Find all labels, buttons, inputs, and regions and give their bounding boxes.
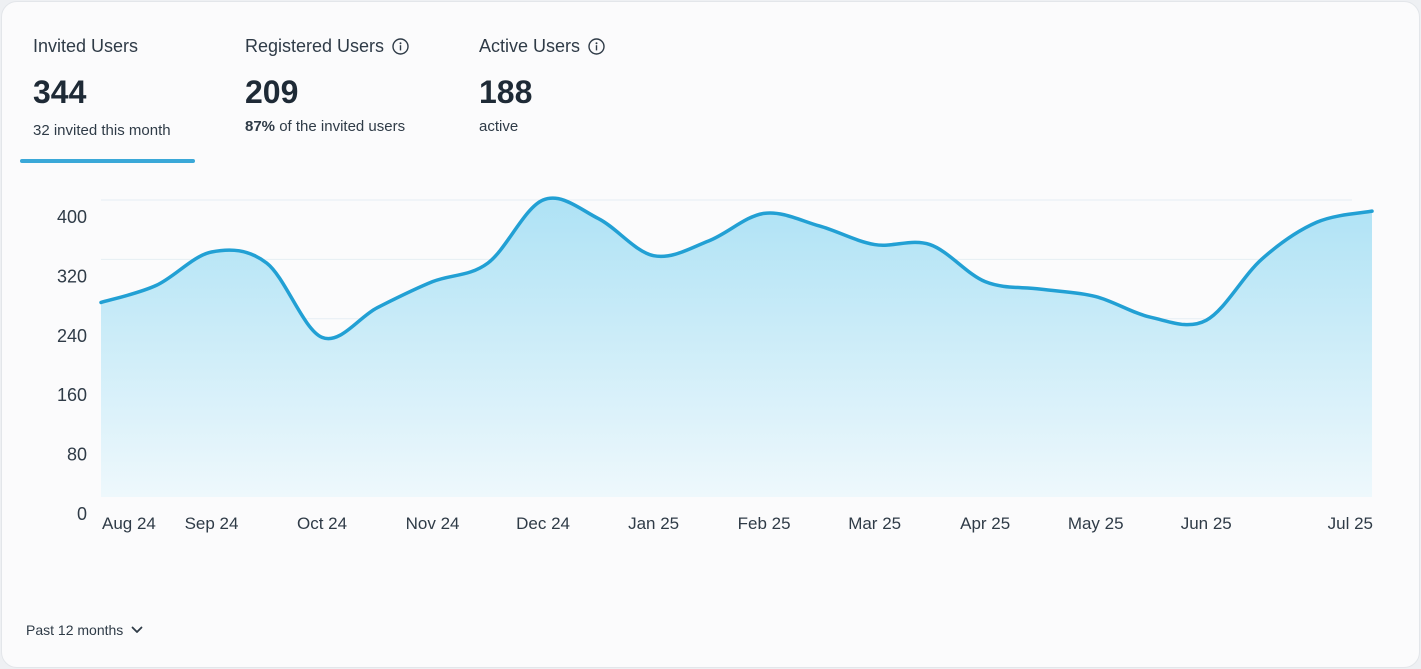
registered-users-sub: 87% of the invited users [245,118,405,135]
y-tick-label: 400 [57,207,87,227]
tab-active-users[interactable]: Active Users 188 active [479,2,659,164]
registered-users-title-row: Registered Users [245,36,409,57]
stat-tabs: Invited Users 344 32 invited this month … [20,2,720,164]
x-tick-label: Aug 24 [102,514,156,533]
x-tick-label: Sep 24 [185,514,239,533]
registered-percent: 87% [245,118,276,135]
invited-users-sub: 32 invited this month [33,122,171,139]
registered-users-value: 209 [245,74,299,110]
active-users-title: Active Users [479,36,581,56]
y-tick-label: 0 [77,504,87,524]
y-tick-label: 320 [57,266,87,286]
y-tick-label: 80 [67,445,87,465]
x-tick-label: Jun 25 [1181,514,1232,533]
tab-invited-users[interactable]: Invited Users 344 32 invited this month [20,2,200,164]
date-range-label: Past 12 months [26,622,124,638]
x-tick-label: Mar 25 [848,514,901,533]
x-tick-label: Feb 25 [738,514,791,533]
x-tick-label: May 25 [1068,514,1124,533]
x-tick-label: Dec 24 [516,514,570,533]
tab-registered-users[interactable]: Registered Users 209 87% of the invited … [245,2,445,164]
info-icon[interactable] [392,38,409,55]
active-users-value: 188 [479,74,533,110]
x-tick-label: Jul 25 [1328,514,1373,533]
invited-users-title: Invited Users [33,36,139,56]
users-area-chart: 0 80 160 240 320 400 Aug 24 Sep 24 Oct 24 Nov 24 D… [57,196,1374,533]
y-tick-label: 240 [57,326,87,346]
active-tab-indicator [20,159,195,163]
info-icon[interactable] [588,38,605,55]
active-users-sub: active [479,118,519,135]
series-line [99,196,1374,341]
date-range-select[interactable]: Past 12 months [26,622,143,638]
y-tick-label: 160 [57,385,87,405]
x-tick-label: Oct 24 [297,514,347,533]
x-tick-label: Nov 24 [406,514,460,533]
area-fill [101,198,1372,497]
x-tick-label: Jan 25 [628,514,679,533]
invited-users-value: 344 [33,74,87,110]
registered-users-title: Registered Users [245,36,385,56]
active-users-title-row: Active Users [479,36,605,57]
chevron-down-icon [131,626,143,633]
x-tick-label: Apr 25 [960,514,1010,533]
registered-sub-text: of the invited users [275,118,406,135]
